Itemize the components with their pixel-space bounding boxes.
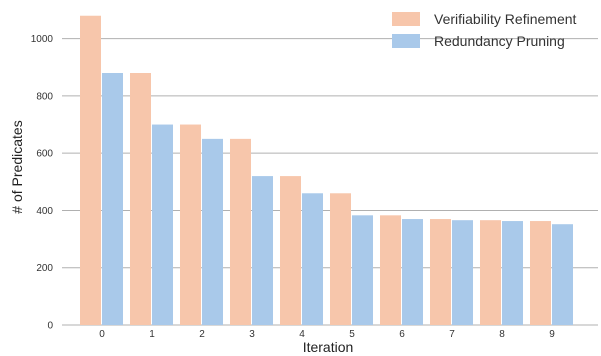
y-tick-label: 600 — [36, 149, 53, 160]
bar-verifiability-refinement-7 — [430, 219, 451, 325]
legend: Verifiability Refinement Redundancy Prun… — [392, 11, 577, 49]
bar-verifiability-refinement-0 — [80, 15, 101, 326]
x-tick-labels: 0 1 2 3 4 5 6 7 8 9 — [99, 329, 555, 340]
legend-swatch-redundancy-pruning — [392, 34, 420, 48]
legend-swatch-verifiability-refinement — [392, 12, 420, 26]
bar-verifiability-refinement-1 — [130, 73, 151, 325]
y-tick-label: 800 — [36, 91, 53, 102]
bar-redundancy-pruning-7 — [452, 220, 473, 325]
y-tick-label: 1000 — [31, 34, 54, 45]
y-tick-label: 0 — [47, 321, 53, 332]
legend-label-verifiability-refinement: Verifiability Refinement — [434, 11, 577, 27]
bars — [80, 15, 573, 326]
x-tick-label: 1 — [149, 329, 155, 340]
bar-verifiability-refinement-2 — [180, 124, 201, 325]
bar-verifiability-refinement-3 — [230, 138, 251, 325]
bar-redundancy-pruning-0 — [102, 73, 123, 325]
legend-label-redundancy-pruning: Redundancy Pruning — [434, 33, 565, 49]
y-axis-label: # of Predicates — [9, 120, 25, 213]
bar-redundancy-pruning-8 — [502, 221, 523, 325]
y-tick-labels: 0 200 400 600 800 1000 — [31, 34, 54, 331]
x-tick-label: 7 — [449, 329, 455, 340]
bar-redundancy-pruning-4 — [302, 193, 323, 325]
x-tick-label: 2 — [199, 329, 205, 340]
y-tick-label: 400 — [36, 206, 53, 217]
bar-verifiability-refinement-9 — [530, 221, 551, 325]
bar-verifiability-refinement-4 — [280, 176, 301, 325]
bar-verifiability-refinement-6 — [380, 215, 401, 325]
bar-redundancy-pruning-6 — [402, 219, 423, 325]
bar-verifiability-refinement-5 — [330, 193, 351, 325]
x-tick-label: 5 — [349, 329, 355, 340]
x-tick-label: 3 — [249, 329, 255, 340]
x-axis-label: Iteration — [303, 339, 354, 355]
bar-redundancy-pruning-2 — [202, 138, 223, 325]
x-tick-label: 0 — [99, 329, 105, 340]
bar-redundancy-pruning-9 — [552, 224, 573, 325]
x-tick-label: 8 — [499, 329, 505, 340]
bar-redundancy-pruning-3 — [252, 176, 273, 325]
bar-redundancy-pruning-1 — [152, 124, 173, 325]
x-tick-label: 9 — [549, 329, 555, 340]
y-tick-label: 200 — [36, 263, 53, 274]
x-tick-label: 4 — [299, 329, 305, 340]
bar-redundancy-pruning-5 — [352, 215, 373, 325]
x-tick-label: 6 — [399, 329, 405, 340]
bar-verifiability-refinement-8 — [480, 220, 501, 325]
